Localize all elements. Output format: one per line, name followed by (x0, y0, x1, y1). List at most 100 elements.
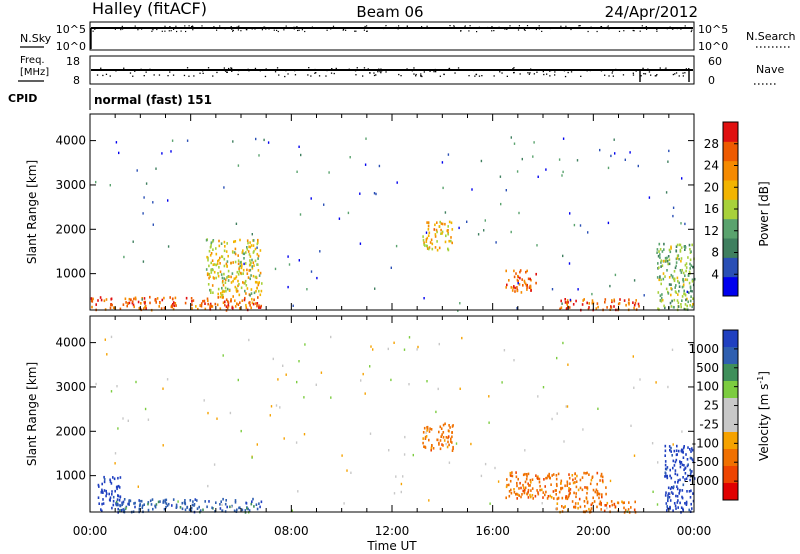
range-gate-cell (691, 448, 694, 452)
range-gate-cell (251, 258, 253, 262)
range-gate-cell (568, 262, 571, 265)
range-gate-cell (537, 395, 539, 398)
nsearch-point (395, 26, 397, 29)
range-gate-cell (555, 507, 557, 511)
range-gate-cell (614, 505, 617, 508)
range-gate-cell (154, 504, 156, 508)
range-gate-cell (505, 286, 507, 289)
range-gate-cell (543, 478, 545, 481)
range-gate-cell (522, 284, 524, 287)
range-gate-cell (669, 487, 672, 491)
nsearch-point (124, 27, 126, 29)
nsearch-point (303, 27, 305, 29)
range-gate-cell (234, 285, 237, 289)
range-gate-cell (172, 303, 174, 306)
range-gate-cell (112, 499, 115, 503)
range-gate-cell (138, 499, 140, 502)
range-gate-cell (254, 259, 257, 263)
range-gate-cell (613, 138, 615, 141)
range-gate-cell (522, 486, 525, 490)
nsearch-point (671, 28, 674, 30)
range-gate-cell (207, 299, 209, 302)
nave-point (640, 75, 642, 77)
range-gate-cell (162, 501, 164, 504)
range-gate-cell (670, 273, 673, 277)
range-gate-cell (611, 503, 614, 507)
nsearch-point (682, 27, 685, 29)
range-gate-cell (551, 288, 554, 291)
nsearch-point (122, 28, 124, 30)
range-gate-cell (689, 248, 691, 251)
range-gate-cell (210, 268, 212, 272)
range-gate-cell (667, 290, 669, 294)
range-gate-cell (441, 433, 443, 436)
nsearch-point (152, 29, 154, 31)
range-gate-cell (587, 308, 590, 311)
range-gate-cell (508, 490, 511, 493)
range-gate-cell (417, 345, 419, 349)
range-gate-cell (689, 468, 691, 472)
range-gate-cell (664, 256, 667, 260)
nave-point (611, 72, 613, 74)
range-gate-cell (128, 501, 130, 504)
range-gate-cell (529, 285, 531, 288)
nsearch-point (146, 27, 148, 29)
range-gate-cell (516, 289, 519, 293)
range-gate-cell (672, 492, 674, 495)
nave-point (475, 73, 477, 76)
range-gate-cell (488, 395, 490, 398)
range-gate-cell (659, 276, 661, 279)
range-gate-cell (248, 301, 250, 305)
range-gate-cell (662, 272, 665, 275)
range-gate-cell (515, 493, 517, 496)
nave-point (149, 68, 151, 70)
range-gate-cell (230, 505, 233, 508)
range-gate-cell (578, 497, 581, 501)
range-gate-cell (158, 305, 160, 308)
range-gate-cell (298, 360, 300, 363)
range-gate-cell (189, 499, 192, 502)
colorbar-swatch (723, 466, 738, 484)
range-gate-cell (546, 497, 549, 500)
nave-point (644, 73, 647, 75)
range-gate-cell (116, 498, 119, 501)
range-gate-cell (99, 296, 102, 299)
range-gate-cell (572, 303, 575, 306)
range-gate-cell (246, 239, 249, 242)
nave-point (136, 69, 138, 71)
range-gate-cell (450, 239, 452, 243)
range-gate-cell (232, 261, 234, 264)
range-gate-cell (530, 489, 532, 492)
colorbar-swatch (723, 347, 738, 365)
range-gate-cell (424, 244, 426, 247)
nave-point (380, 72, 382, 74)
range-gate-cell (128, 297, 131, 301)
nave-point (600, 70, 603, 72)
nave-point (519, 73, 521, 75)
range-gate-cell (249, 245, 252, 249)
nave-point (554, 71, 556, 73)
range-gate-cell (522, 483, 524, 487)
range-gate-cell (672, 305, 675, 309)
nsearch-point (170, 30, 172, 32)
range-gate-cell (675, 449, 678, 452)
velocity-plot-bg (90, 316, 694, 512)
colorbar-tick-label: 20 (704, 180, 719, 194)
range-gate-cell (689, 267, 691, 270)
range-gate-cell (167, 245, 170, 248)
range-gate-cell (214, 510, 216, 513)
colorbar-tick-label: -500 (692, 455, 719, 469)
range-gate-cell (164, 501, 166, 504)
range-gate-cell (152, 507, 154, 511)
colorbar-tick-label: 28 (704, 137, 719, 151)
range-gate-cell (685, 269, 687, 273)
nsearch-point (453, 26, 455, 28)
range-gate-cell (675, 458, 678, 462)
range-gate-cell (259, 306, 262, 309)
nave-point (457, 67, 460, 69)
time-axis-label: Time UT (366, 539, 417, 553)
range-gate-cell (657, 461, 659, 464)
nave-point (529, 72, 531, 74)
nsearch-point (666, 28, 668, 30)
range-gate-cell (270, 405, 273, 408)
